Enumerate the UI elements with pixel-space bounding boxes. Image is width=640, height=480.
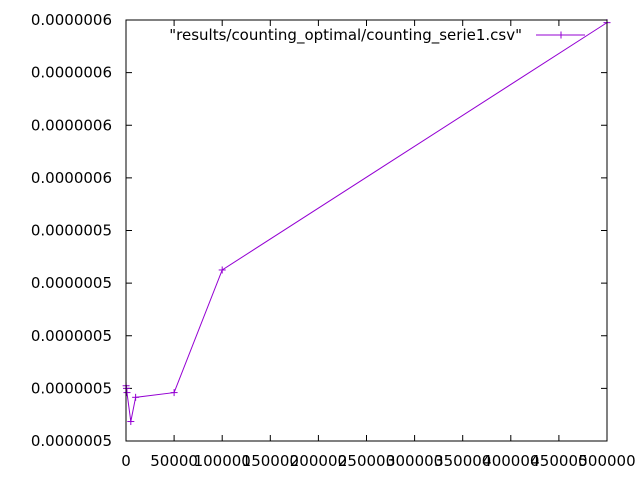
x-tick-label: 0 <box>121 452 131 470</box>
x-tick-label: 100000 <box>194 452 251 470</box>
x-tick-label: 50000 <box>150 452 198 470</box>
x-tick-label: 150000 <box>242 452 299 470</box>
x-tick-label: 200000 <box>290 452 347 470</box>
data-point <box>132 393 140 401</box>
data-point <box>123 389 131 397</box>
y-tick-label: 0.0000006 <box>31 11 112 29</box>
x-tick-label: 500000 <box>578 452 635 470</box>
x-tick-label: 450000 <box>530 452 587 470</box>
legend-marker <box>557 31 565 39</box>
y-tick-label: 0.0000005 <box>31 274 112 292</box>
x-tick-label: 400000 <box>482 452 539 470</box>
y-tick-label: 0.0000005 <box>31 327 112 345</box>
plot-frame <box>125 19 608 442</box>
data-point <box>127 418 135 426</box>
legend-marker-plus <box>557 31 565 39</box>
legend: "results/counting_optimal/counting_serie… <box>169 26 585 45</box>
y-tick-label: 0.0000005 <box>31 222 112 240</box>
y-tick-label: 0.0000006 <box>31 64 112 82</box>
y-tick-label: 0.0000005 <box>31 379 112 397</box>
legend-label: "results/counting_optimal/counting_serie… <box>169 26 522 45</box>
series-line <box>125 22 608 422</box>
y-tick-label: 0.0000005 <box>31 432 112 450</box>
tick-labels: 0 500001000001500002000002500003000003500… <box>31 11 636 470</box>
y-tick-label: 0.0000006 <box>31 116 112 134</box>
x-tick-label: 300000 <box>386 452 443 470</box>
data-point <box>218 266 226 274</box>
x-tick-label: 250000 <box>338 452 395 470</box>
axis-ticks <box>125 19 608 442</box>
y-tick-label: 0.0000006 <box>31 169 112 187</box>
series-layer <box>122 19 611 426</box>
x-tick-label: 350000 <box>434 452 491 470</box>
data-point <box>170 389 178 397</box>
